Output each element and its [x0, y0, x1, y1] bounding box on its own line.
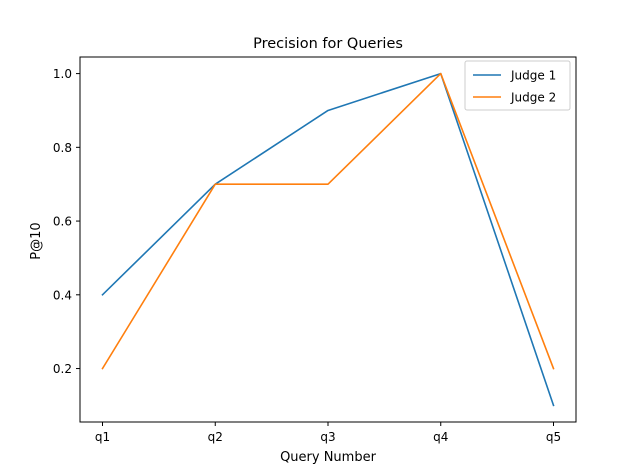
y-tick-label: 0.6	[53, 215, 72, 229]
x-axis-label: Query Number	[280, 450, 377, 465]
x-tick-label: q2	[208, 430, 223, 444]
x-tick-label: q3	[320, 430, 335, 444]
x-tick-label: q5	[546, 430, 561, 444]
x-tick-label: q1	[95, 430, 110, 444]
plot-area: q1 q2 q3 q4 q5 0.2 0.4 0.6 0.8 1.0	[53, 56, 577, 444]
x-tick-label: q4	[433, 430, 448, 444]
y-tick-label: 0.4	[53, 288, 72, 302]
axes-frame	[79, 56, 577, 423]
legend-label-2: Judge 2	[510, 91, 556, 105]
series-line-1	[101, 72, 555, 407]
y-tick-label: 0.2	[53, 362, 72, 376]
y-tick-label: 0.8	[53, 141, 72, 155]
y-axis-label: P@10	[29, 222, 44, 259]
chart-title: Precision for Queries	[253, 36, 403, 52]
series-line-2	[101, 72, 555, 370]
y-tick-label: 1.0	[53, 67, 72, 81]
legend: Judge 1 Judge 2	[464, 60, 571, 111]
legend-label-1: Judge 1	[510, 69, 556, 83]
